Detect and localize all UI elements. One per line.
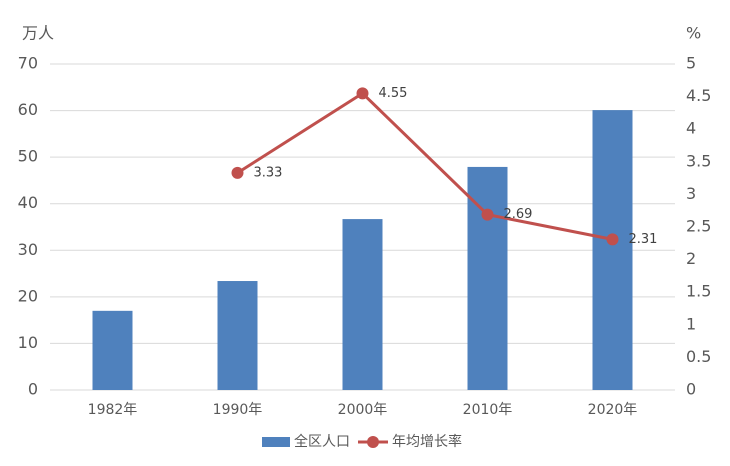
bar xyxy=(467,166,508,390)
legend-marker xyxy=(367,436,379,448)
bar xyxy=(92,310,133,390)
y-tick-label: 10 xyxy=(18,333,38,352)
x-tick-label: 1982年 xyxy=(88,402,138,418)
bar xyxy=(592,110,633,390)
line-marker xyxy=(356,87,369,100)
y2-tick-label: 4 xyxy=(686,119,696,138)
line-marker xyxy=(231,166,244,179)
data-label: 2.69 xyxy=(504,207,533,222)
legend-swatch xyxy=(262,437,290,447)
y-tick-label: 30 xyxy=(18,240,38,259)
data-label: 3.33 xyxy=(254,165,283,180)
y2-tick-label: 4.5 xyxy=(686,86,711,105)
y2-tick-label: 5 xyxy=(686,54,696,73)
data-label: 4.55 xyxy=(379,86,408,101)
x-tick-label: 2000年 xyxy=(338,402,388,418)
y-tick-label: 40 xyxy=(18,193,38,212)
y-axis-title: 万人 xyxy=(22,24,54,43)
legend-label: 年均增长率 xyxy=(392,433,462,450)
x-tick-label: 1990年 xyxy=(213,402,263,418)
y2-tick-label: 2 xyxy=(686,249,696,268)
y2-axis-title: % xyxy=(686,24,701,43)
line-marker xyxy=(481,208,494,221)
line-marker xyxy=(606,233,619,246)
bar xyxy=(342,219,383,390)
legend-label: 全区人口 xyxy=(294,433,350,450)
bar xyxy=(217,281,258,390)
y-tick-label: 70 xyxy=(18,54,38,73)
y-tick-label: 50 xyxy=(18,147,38,166)
data-label: 2.31 xyxy=(629,232,658,247)
y2-tick-label: 2.5 xyxy=(686,217,711,236)
y-tick-label: 0 xyxy=(28,380,38,399)
y2-tick-label: 0.5 xyxy=(686,347,711,366)
y2-tick-label: 1 xyxy=(686,314,696,333)
y-tick-label: 20 xyxy=(18,286,38,305)
x-tick-label: 2010年 xyxy=(463,402,513,418)
x-tick-label: 2020年 xyxy=(588,402,638,418)
y-tick-label: 60 xyxy=(18,100,38,119)
y2-tick-label: 0 xyxy=(686,380,696,399)
y2-tick-label: 3 xyxy=(686,184,696,203)
line xyxy=(236,91,613,241)
y2-tick-label: 1.5 xyxy=(686,282,711,301)
y2-tick-label: 3.5 xyxy=(686,151,711,170)
